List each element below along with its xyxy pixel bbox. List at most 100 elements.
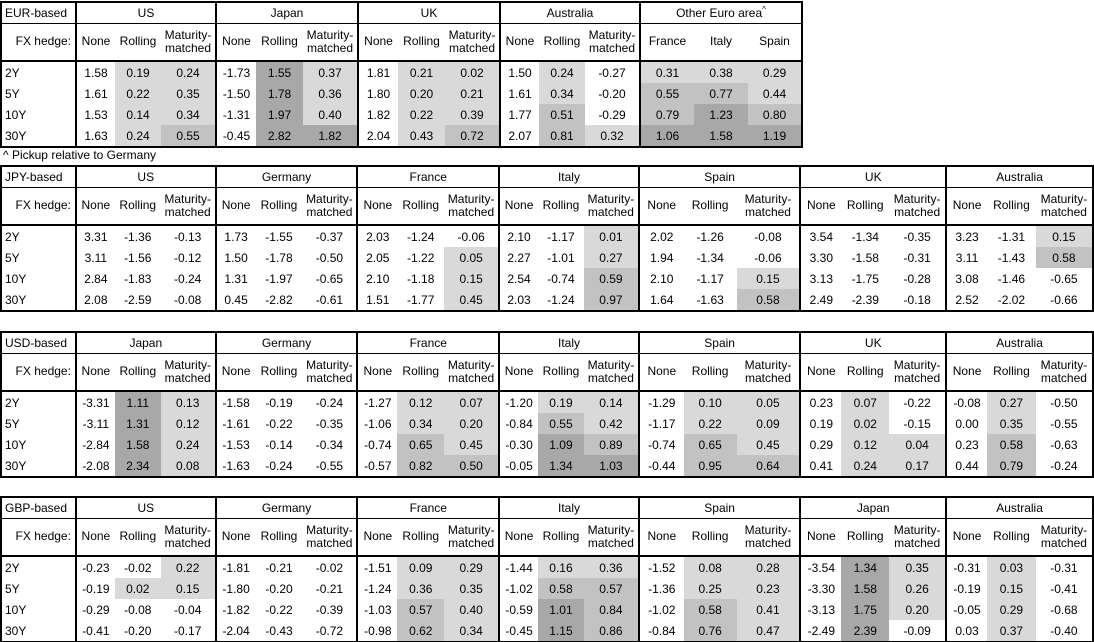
- hedge-type-header: Rolling: [255, 518, 303, 557]
- value-cell: 0.82: [397, 455, 445, 477]
- country-header: Australia: [945, 497, 1093, 519]
- value-cell: -0.84: [498, 413, 539, 434]
- country-name: Australia: [996, 170, 1043, 184]
- value-cell: -0.55: [315, 458, 344, 473]
- value-cell: 0.58: [683, 599, 737, 620]
- country-name: Japan: [129, 336, 163, 350]
- value-cell: -0.08: [754, 229, 782, 244]
- country-header: UK: [799, 332, 947, 354]
- value-cell: 0.19: [538, 391, 584, 413]
- hedge-type-header: Rolling: [255, 353, 303, 392]
- tenor-label: 5Y: [5, 416, 20, 431]
- value-cell: -0.39: [315, 602, 344, 617]
- value-cell: 1.31: [214, 268, 256, 289]
- value-cell: -1.50: [215, 83, 256, 104]
- value-cell: -1.31: [997, 229, 1026, 244]
- value-cell: 1.61: [499, 83, 539, 104]
- value-cell: -0.05: [945, 599, 987, 620]
- country-header: Australia: [945, 166, 1093, 188]
- value-cell: -0.24: [173, 271, 202, 286]
- value-cell: -0.74: [547, 271, 575, 286]
- value-cell: 2.07: [499, 125, 539, 147]
- value-cell: 0.27: [986, 391, 1036, 413]
- country-name: US: [137, 170, 155, 184]
- table-row: 2Y 3.31 -1.36 -0.13 1.73 -1.55 -0.37 2.03 -1.24 -…: [1, 225, 1093, 247]
- value-cell: 1.34: [841, 556, 890, 578]
- country-name: Germany: [261, 336, 312, 350]
- value-cell: -0.24: [1050, 458, 1078, 473]
- value-cell: 0.38: [694, 61, 748, 83]
- value-cell: -0.40: [1050, 623, 1078, 638]
- value-cell: -0.09: [903, 623, 931, 638]
- table-row: 10Y 2.84 -1.83 -0.24 1.31 -1.97 -0.65 2.10 -1.18…: [1, 268, 1093, 289]
- value-cell: -0.45: [215, 125, 256, 147]
- value-cell: 0.21: [398, 61, 445, 83]
- value-cell: 3.30: [799, 247, 842, 268]
- base-currency-label: EUR-based: [1, 2, 76, 24]
- value-cell: -2.49: [799, 620, 842, 642]
- value-cell: -0.43: [265, 623, 293, 638]
- value-cell: 0.40: [303, 104, 358, 125]
- hedge-type-header: None: [356, 518, 398, 557]
- value-cell: -1.06: [356, 413, 398, 434]
- value-cell: 1.73: [214, 225, 256, 247]
- value-cell: 2.05: [356, 247, 398, 268]
- value-cell: 0.29: [799, 434, 842, 455]
- hedge-type-header: Maturity-matched: [1035, 187, 1093, 226]
- table-row: 5Y -0.19 0.02 0.15 -1.80 -0.20 -0.21 -1.24 0.36 0…: [1, 578, 1093, 599]
- value-cell: 0.22: [683, 413, 737, 434]
- country-name: Australia: [996, 336, 1043, 350]
- value-cell: 0.32: [585, 125, 640, 147]
- value-cell: 0.35: [161, 83, 216, 104]
- table-row: 2Y -0.23 -0.02 0.22 -1.81 -0.21 -0.02 -1.51 0.09…: [1, 556, 1093, 578]
- value-cell: 1.15: [538, 620, 584, 642]
- data-table-grid: EUR-based US Japan UK Australia Other Euro ar…: [0, 1, 803, 148]
- hedge-type-header: Rolling: [986, 518, 1036, 557]
- table-row: 30Y 1.63 0.24 0.55 -0.45 2.82 1.82 2.04 0.43 0.72…: [1, 125, 802, 147]
- value-cell: 0.34: [539, 83, 585, 104]
- value-cell: 0.05: [736, 391, 801, 413]
- hedge-type-header: Rolling: [539, 23, 585, 62]
- value-cell: -1.18: [407, 271, 435, 286]
- value-cell: -0.50: [1050, 395, 1078, 410]
- value-cell: -1.36: [124, 229, 152, 244]
- hedge-type-header: Maturity-matched: [161, 23, 216, 62]
- hedge-type-header: Maturity-matched: [736, 353, 801, 392]
- hedge-type-header: Rolling: [114, 187, 161, 226]
- hedge-type-header: Rolling: [683, 353, 737, 392]
- value-cell: 0.05: [444, 247, 500, 268]
- value-cell: 1.82: [303, 125, 358, 147]
- hedge-type-header: Rolling: [841, 187, 890, 226]
- value-cell: -0.20: [265, 581, 293, 596]
- value-cell: -0.08: [124, 602, 152, 617]
- base-currency-text: JPY-based: [5, 170, 63, 184]
- value-cell: -0.41: [1050, 581, 1078, 596]
- value-cell: 0.41: [736, 599, 801, 620]
- value-cell: 0.08: [683, 556, 737, 578]
- value-cell: -1.34: [696, 250, 724, 265]
- country-header: Italy: [498, 497, 639, 519]
- value-cell: 1.81: [357, 61, 398, 83]
- value-cell: -1.75: [851, 271, 879, 286]
- data-table-grid: USD-based Japan Germany France Italy Spain UK A…: [0, 331, 1094, 478]
- value-cell: 2.84: [74, 268, 115, 289]
- value-cell: 2.34: [114, 455, 161, 477]
- hedge-type-header: None: [75, 23, 115, 62]
- tenor-label: 2Y: [5, 65, 20, 80]
- value-cell: -0.29: [74, 599, 115, 620]
- value-cell: 0.72: [445, 125, 500, 147]
- country-header: UK: [799, 166, 947, 188]
- value-cell: 0.65: [683, 434, 737, 455]
- value-cell: 0.50: [444, 455, 500, 477]
- value-cell: -0.22: [265, 602, 293, 617]
- value-cell: 0.77: [694, 83, 748, 104]
- value-cell: 0.15: [444, 268, 500, 289]
- tenor-label: 30Y: [5, 292, 27, 307]
- value-cell: -1.56: [124, 250, 152, 265]
- value-cell: -1.80: [214, 578, 256, 599]
- value-cell: -1.55: [265, 229, 293, 244]
- country-name: Japan: [270, 6, 304, 20]
- value-cell: 1.94: [637, 247, 684, 268]
- value-cell: 1.19: [748, 125, 802, 147]
- value-cell: 2.04: [357, 125, 398, 147]
